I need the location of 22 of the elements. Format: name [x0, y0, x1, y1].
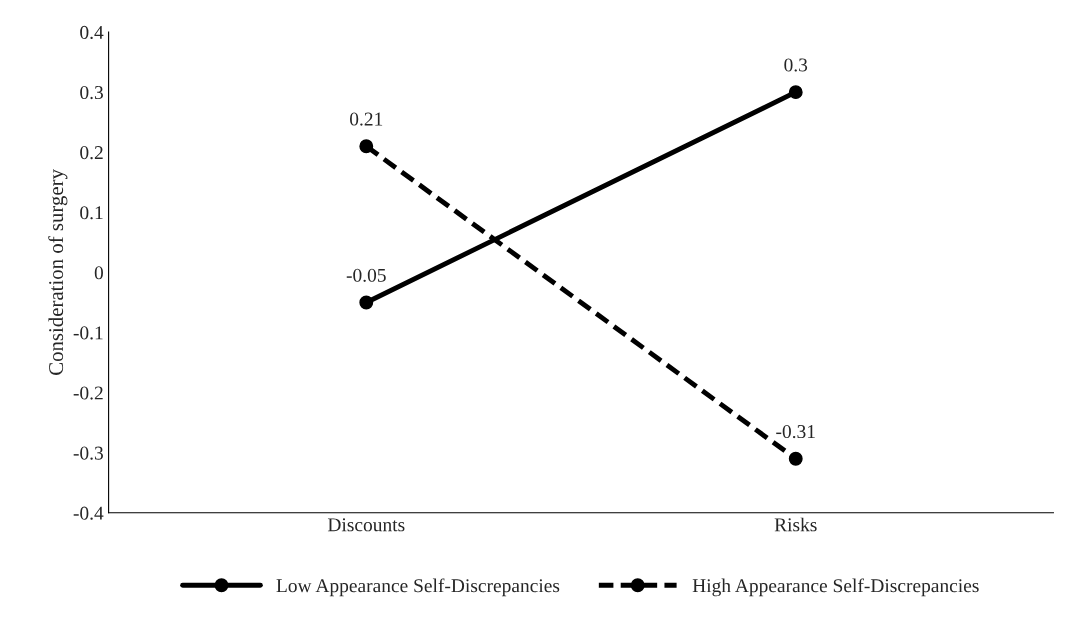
point — [359, 139, 374, 154]
x-tick-label: Discounts — [327, 518, 405, 532]
point — [359, 295, 374, 310]
y-tick-label: 0.2 — [80, 146, 103, 160]
y-axis-title: Consideration of surgery — [48, 169, 68, 375]
y-tick-label: 0.1 — [80, 206, 103, 220]
data-label: 0.3 — [784, 58, 808, 72]
point — [788, 451, 803, 466]
point — [788, 85, 803, 100]
y-tick-label: -0.2 — [73, 386, 103, 400]
data-label: -0.05 — [346, 268, 386, 282]
y-tick-label: -0.3 — [73, 446, 103, 460]
data-label: 0.21 — [350, 112, 383, 126]
y-tick-label: -0.1 — [73, 326, 103, 340]
legend-label: High Appearance Self-Discrepancies — [692, 578, 979, 597]
y-tick-label: -0.4 — [73, 506, 104, 520]
x-tick-label: Risks — [774, 517, 817, 532]
y-tick-label: 0.3 — [80, 85, 103, 100]
legend-label: Low Appearance Self-Discrepancies — [276, 578, 560, 597]
data-label: -0.31 — [776, 424, 815, 439]
y-tick-label: 0 — [94, 266, 103, 280]
y-tick-label: 0.4 — [80, 25, 104, 40]
